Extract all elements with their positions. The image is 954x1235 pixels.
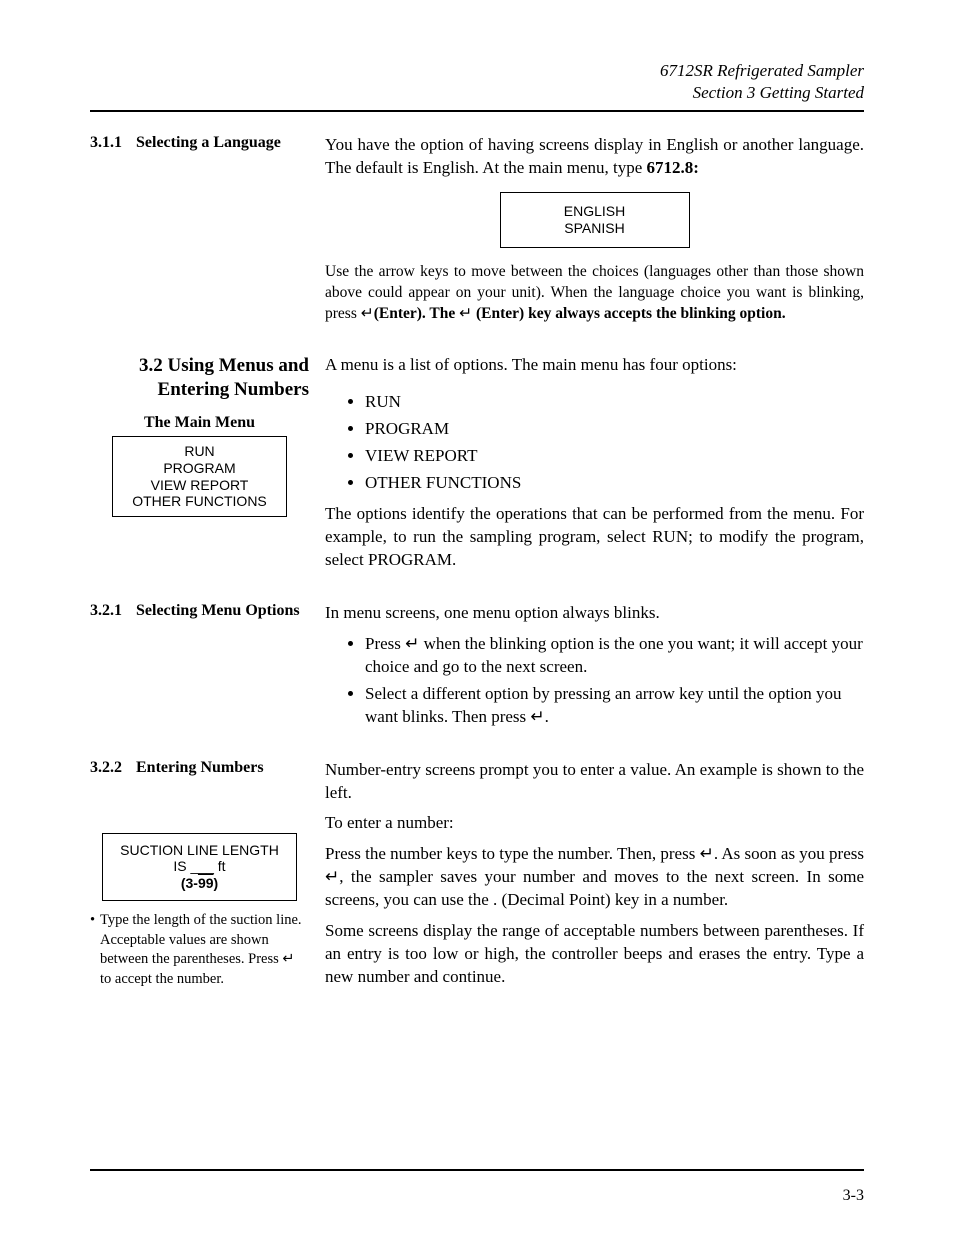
heading-3-2-1: 3.2.1 Selecting Menu Options — [90, 602, 309, 620]
text-bold: (Enter). The — [374, 305, 459, 322]
text: You have the option of having screens di… — [325, 135, 864, 177]
enter-icon: ↵ — [325, 867, 339, 886]
heading-num: 3.1.1 — [90, 134, 136, 152]
para-311-2: Use the arrow keys to move between the c… — [325, 262, 864, 325]
text: Type the length of the suction line. Acc… — [100, 912, 302, 967]
text: when the blinking option is the one you … — [365, 634, 863, 676]
heading-title: Using Menus and Entering Numbers — [158, 355, 309, 400]
enter-icon: ↵ — [361, 305, 374, 322]
para-322-1: Number-entry screens prompt you to enter… — [325, 759, 864, 805]
lang-option-spanish: SPANISH — [509, 220, 681, 237]
main-menu-box: RUN PROGRAM VIEW REPORT OTHER FUNCTIONS — [112, 436, 287, 517]
text: , the sampler saves your number and move… — [325, 867, 864, 909]
text-bold: (Enter) key always accepts the blinking … — [472, 305, 785, 322]
main-menu-caption: The Main Menu — [90, 414, 309, 432]
suction-screen-box: SUCTION LINE LENGTH IS ___ ft (3-99) — [102, 833, 297, 901]
para-32-after: The options identify the operations that… — [325, 503, 864, 572]
enter-icon: ↵ — [282, 951, 294, 967]
heading-title: Entering Numbers — [136, 759, 264, 777]
text: . — [545, 707, 549, 726]
text: to accept the number. — [100, 971, 224, 987]
menu-run: RUN — [121, 443, 278, 460]
bullets-321: Press ↵ when the blinking option is the … — [325, 633, 864, 729]
enter-icon: ↵ — [405, 634, 419, 653]
suction-l1: SUCTION LINE LENGTH — [109, 842, 290, 859]
para-322-4: Some screens display the range of accept… — [325, 920, 864, 989]
footer-rule — [90, 1169, 864, 1171]
heading-num: 3.2 — [139, 355, 163, 376]
suction-side-note: • Type the length of the suction line. A… — [90, 911, 309, 989]
text: Press the number keys to type the number… — [325, 844, 700, 863]
header-product: 6712SR Refrigerated Sampler — [90, 60, 864, 82]
heading-title: Selecting Menu Options — [136, 602, 300, 620]
text: . As soon as you press — [714, 844, 864, 863]
header-rule — [90, 110, 864, 112]
enter-icon: ↵ — [700, 844, 714, 863]
language-screen-box: ENGLISH SPANISH — [500, 192, 690, 248]
suction-l3: (3-99) — [109, 875, 290, 892]
heading-num: 3.2.1 — [90, 602, 136, 620]
menu-other-functions: OTHER FUNCTIONS — [121, 493, 278, 510]
header-section: Section 3 Getting Started — [90, 82, 864, 104]
bullet-run: RUN — [365, 391, 864, 414]
heading-3-1-1: 3.1.1 Selecting a Language — [90, 134, 309, 152]
heading-num: 3.2.2 — [90, 759, 136, 777]
bullet-321-2: Select a different option by pressing an… — [365, 683, 864, 729]
text: ) — [214, 875, 219, 891]
text: Select a different option by pressing an… — [365, 684, 842, 726]
menu-bullet-list: RUN PROGRAM VIEW REPORT OTHER FUNCTIONS — [325, 391, 864, 495]
para-32-intro: A menu is a list of options. The main me… — [325, 354, 864, 377]
text: (3- — [181, 875, 198, 891]
heading-3-2-2: 3.2.2 Entering Numbers — [90, 759, 309, 777]
bullet-dot: • — [90, 911, 100, 989]
bullet-program: PROGRAM — [365, 418, 864, 441]
bullet-321-1: Press ↵ when the blinking option is the … — [365, 633, 864, 679]
suction-l2: IS ___ ft — [109, 858, 290, 875]
para-322-3: Press the number keys to type the number… — [325, 843, 864, 912]
text-overline: 99 — [198, 875, 214, 891]
heading-3-2: 3.2 Using Menus and Entering Numbers — [90, 354, 309, 402]
bullet-view-report: VIEW REPORT — [365, 445, 864, 468]
menu-program: PROGRAM — [121, 460, 278, 477]
heading-title: Selecting a Language — [136, 134, 281, 152]
para-321-intro: In menu screens, one menu option always … — [325, 602, 864, 625]
bullet-other-functions: OTHER FUNCTIONS — [365, 472, 864, 495]
enter-icon: ↵ — [459, 305, 472, 322]
page-number: 3-3 — [843, 1187, 864, 1205]
menu-view-report: VIEW REPORT — [121, 477, 278, 494]
para-311-1: You have the option of having screens di… — [325, 134, 864, 180]
enter-icon: ↵ — [530, 707, 544, 726]
text-bold: 6712.8: — [647, 158, 699, 177]
para-322-2: To enter a number: — [325, 812, 864, 835]
text: Press — [365, 634, 405, 653]
lang-option-english: ENGLISH — [509, 203, 681, 220]
